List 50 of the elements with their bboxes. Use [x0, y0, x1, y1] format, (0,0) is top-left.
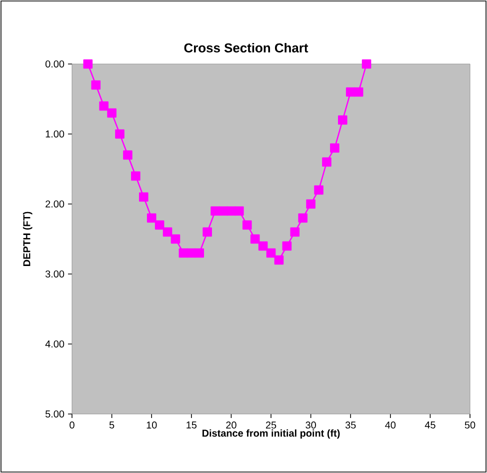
point [194, 248, 204, 258]
y-tick-label: 5.00 [46, 410, 64, 418]
y-tick-label: 4.00 [45, 340, 64, 348]
chart-title: Cross Section Chart [184, 42, 308, 52]
x-tick-label: 35 [345, 422, 356, 429]
y-tick-label: 1.00 [46, 130, 64, 138]
x-tick-label: 15 [186, 422, 197, 428]
point [298, 213, 308, 223]
point [354, 87, 364, 97]
point [242, 220, 252, 230]
x-tick-label: 45 [424, 422, 436, 428]
point [162, 227, 172, 237]
x-tick-label: 40 [385, 422, 396, 429]
x-axis-title: Distance from initial point (ft) [202, 429, 340, 439]
point [338, 115, 348, 125]
point [314, 185, 324, 195]
point [234, 206, 244, 216]
y-tick-label: 0.00 [45, 60, 64, 68]
x-tick-label: 30 [306, 422, 316, 429]
point [274, 255, 284, 265]
x-tick-label: 20 [226, 422, 236, 429]
x-tick-label: 0 [70, 422, 74, 429]
x-tick-label: 10 [146, 422, 157, 429]
point [282, 241, 292, 251]
point [83, 59, 93, 69]
point [362, 59, 372, 69]
point [258, 241, 268, 251]
point [330, 143, 340, 153]
x-tick-label: 25 [266, 422, 276, 429]
point [91, 80, 101, 90]
point [138, 192, 148, 202]
point [202, 227, 212, 237]
point [123, 150, 132, 160]
point [154, 220, 164, 230]
x-tick-label: 5 [109, 422, 114, 428]
point [107, 108, 116, 118]
point [266, 248, 276, 258]
x-tick-label: 50 [464, 422, 476, 429]
point [290, 227, 300, 237]
y-tick-label: 3.00 [45, 270, 64, 278]
point [306, 199, 316, 209]
point [115, 129, 124, 139]
point [99, 101, 108, 111]
point [146, 213, 156, 223]
point [322, 157, 332, 167]
y-tick-label: 2.00 [46, 200, 64, 208]
point [170, 234, 180, 244]
point [250, 234, 260, 244]
y-axis-title: DEPTH (FT) [22, 212, 32, 266]
point [131, 171, 140, 181]
